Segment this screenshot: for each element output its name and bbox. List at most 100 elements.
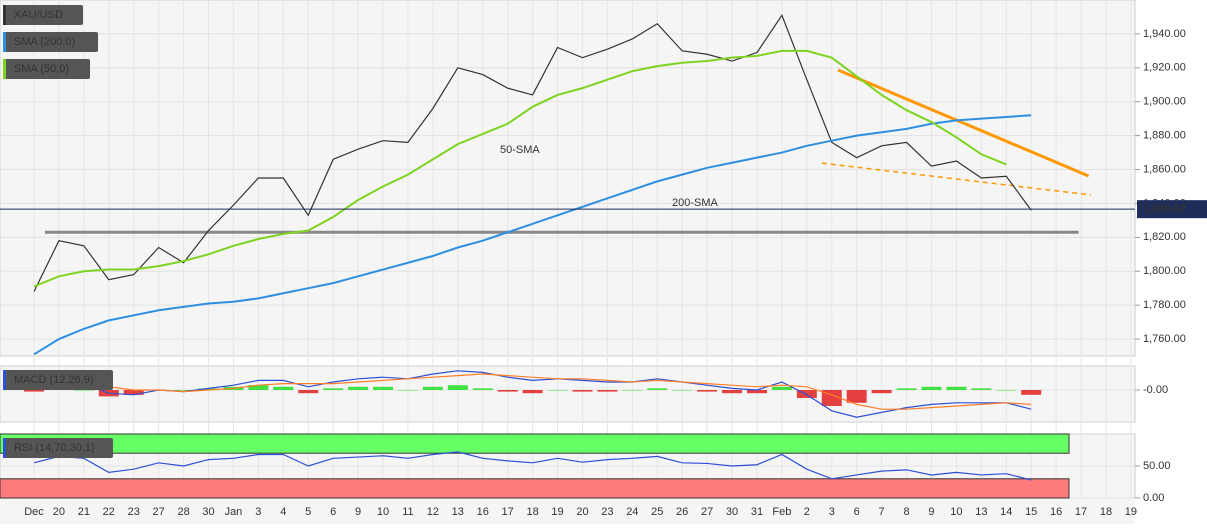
series-line (33, 49, 1007, 288)
histogram-bar (123, 390, 144, 395)
y-tick-label: 1,780.00 (1143, 299, 1186, 311)
y-tick-label: 1,880.00 (1143, 130, 1186, 142)
legend-label: SMA (50,0) (14, 63, 69, 75)
histogram-bar (323, 388, 344, 390)
series-line (33, 114, 1032, 356)
panel-bg (0, 365, 1136, 423)
histogram-bar (273, 386, 294, 390)
legend-swatch (3, 59, 6, 79)
overbought-band (0, 433, 1070, 454)
histogram-bar (996, 390, 1017, 391)
x-tick-label: 28 (177, 506, 189, 518)
x-tick-label: 9 (928, 506, 934, 518)
y-tick-label: 1,820.00 (1143, 231, 1186, 243)
x-tick-label: 23 (128, 506, 140, 518)
x-tick-label: 25 (651, 506, 663, 518)
last-price-label: 1,836.62 (1143, 203, 1186, 215)
x-tick-label: 27 (153, 506, 165, 518)
x-tick-label: 8 (903, 506, 909, 518)
x-tick-label: 4 (280, 506, 286, 518)
legend-box (3, 5, 83, 25)
histogram-bar (24, 390, 44, 392)
legend-swatch (3, 32, 6, 52)
histogram-bar (647, 388, 668, 390)
x-tick-label: 14 (1000, 506, 1012, 518)
x-tick-label: 19 (1125, 506, 1137, 518)
x-tick-label: 12 (427, 506, 439, 518)
x-tick-label: 11 (402, 506, 413, 518)
histogram-bar (348, 386, 369, 390)
trend-line (837, 68, 1090, 178)
legend-box (3, 59, 90, 79)
legend-box (3, 32, 98, 52)
panel-bg (0, 0, 1136, 357)
x-tick-label: 3 (255, 506, 261, 518)
x-tick-label: 10 (377, 506, 389, 518)
x-tick-label: Jan (225, 506, 243, 518)
histogram-bar (373, 386, 394, 390)
histogram-bar (472, 388, 493, 390)
x-tick-label: 22 (103, 506, 115, 518)
panel-bg (0, 498, 1135, 524)
x-tick-label: 18 (526, 506, 538, 518)
histogram-bar (447, 385, 468, 390)
histogram-bar (173, 390, 194, 391)
histogram-bar (622, 390, 643, 391)
histogram-bar (796, 390, 817, 398)
histogram-bar (1021, 390, 1042, 395)
x-tick-label: 7 (879, 506, 885, 518)
indicator-label: MACD (12,26,9) (14, 374, 93, 386)
x-tick-label: 24 (626, 506, 638, 518)
histogram-bar (871, 390, 892, 394)
indicator-label-box (3, 370, 113, 390)
x-tick-label: 9 (355, 506, 361, 518)
x-tick-label: 21 (78, 506, 90, 518)
annotation: 50-SMA (500, 144, 540, 156)
histogram-bar (198, 388, 219, 390)
histogram-bar (73, 390, 94, 391)
histogram-bar (422, 386, 443, 390)
x-tick-label: 15 (1025, 506, 1037, 518)
y-tick-label: 1,800.00 (1143, 265, 1186, 277)
histogram-bar (821, 390, 842, 406)
x-tick-label: 20 (53, 506, 65, 518)
x-tick-label: 6 (330, 506, 336, 518)
x-tick-label: 3 (829, 506, 835, 518)
x-tick-label: Feb (772, 506, 791, 518)
y-tick-label: 1,900.00 (1143, 96, 1186, 108)
x-tick-label: 16 (1050, 506, 1062, 518)
x-tick-label: 23 (601, 506, 613, 518)
y-tick-label: 0.00 (1143, 492, 1164, 504)
x-tick-label: 17 (1075, 506, 1087, 518)
indicator-line (33, 373, 1032, 410)
legend-swatch (3, 5, 6, 25)
indicator-line (33, 370, 1032, 418)
x-tick-label: 13 (975, 506, 987, 518)
x-tick-label: 5 (305, 506, 311, 518)
x-tick-label: 13 (452, 506, 464, 518)
y-tick-label: 1,760.00 (1143, 333, 1186, 345)
histogram-bar (248, 385, 269, 390)
x-tick-label: 30 (202, 506, 214, 518)
histogram-bar (597, 390, 618, 392)
x-tick-label: Dec (24, 506, 44, 518)
oversold-band (0, 478, 1070, 499)
trend-line (821, 162, 1092, 196)
histogram-bar (846, 390, 867, 403)
y-tick-label: 1,940.00 (1143, 28, 1186, 40)
histogram-bar (771, 386, 792, 390)
x-tick-label: 19 (551, 506, 563, 518)
x-tick-label: 16 (477, 506, 489, 518)
x-tick-label: 17 (502, 506, 514, 518)
series-line (33, 13, 1032, 292)
histogram-bar (522, 390, 543, 394)
indicator-label: RSI (14,70,30,1) (14, 442, 95, 454)
x-tick-label: 31 (751, 506, 763, 518)
legend-label: XAU/USD (14, 9, 63, 21)
indicator-swatch (3, 370, 6, 390)
histogram-bar (896, 388, 917, 390)
histogram-bar (971, 388, 992, 390)
histogram-bar (547, 390, 568, 391)
x-tick-label: 27 (701, 506, 713, 518)
